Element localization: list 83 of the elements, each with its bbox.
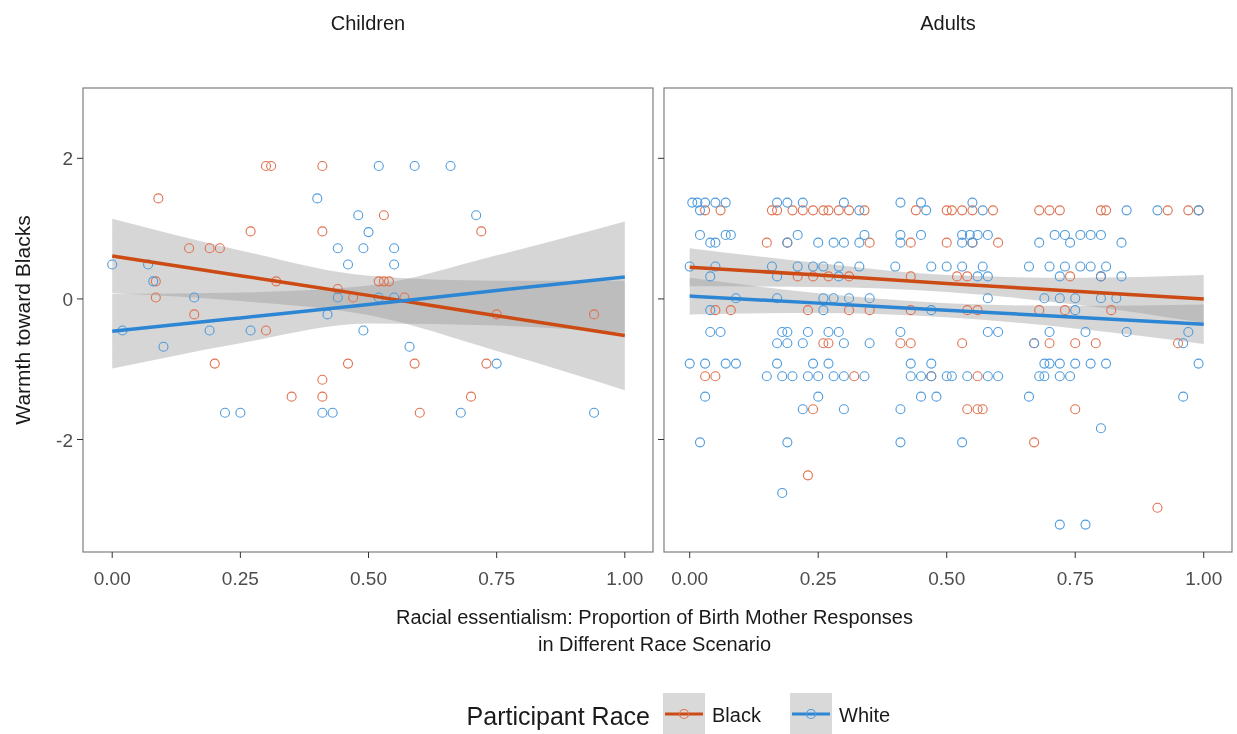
- point: [353, 210, 364, 221]
- point: [235, 407, 246, 418]
- point: [358, 243, 369, 254]
- point: [445, 160, 456, 172]
- point: [389, 259, 400, 270]
- x-tick-label: 0.00: [93, 568, 131, 589]
- point: [245, 226, 256, 237]
- point: [589, 407, 600, 418]
- point: [414, 407, 425, 418]
- point: [209, 358, 220, 369]
- point: [153, 193, 164, 204]
- point: [184, 243, 195, 254]
- x-axis-title: Racial essentialism: Proportion of Birth Mother Responses in Different Race Scenario: [396, 606, 913, 655]
- point: [317, 374, 328, 385]
- point: [342, 259, 354, 270]
- point: [317, 407, 328, 418]
- point: [373, 292, 384, 303]
- point: [383, 276, 395, 287]
- x-tick-label: 0.50: [928, 568, 966, 589]
- point: [189, 309, 200, 320]
- legend-label: Black: [712, 704, 762, 726]
- point: [214, 243, 225, 254]
- x-tick-label: 0.00: [671, 568, 709, 589]
- point: [322, 309, 333, 320]
- legend-label: White: [839, 704, 891, 726]
- point: [286, 391, 297, 402]
- x-tick-label: 0.50: [350, 568, 387, 589]
- y-tick-label: 2: [62, 148, 73, 170]
- point: [491, 309, 502, 320]
- point: [409, 358, 420, 369]
- point: [317, 226, 328, 237]
- x-tick-label: 1.00: [1185, 568, 1223, 589]
- point: [455, 407, 466, 418]
- point: [107, 259, 118, 270]
- point: [373, 276, 384, 287]
- point: [471, 210, 482, 221]
- point: [378, 210, 389, 221]
- point: [389, 243, 400, 254]
- point: [150, 292, 161, 303]
- point: [491, 358, 502, 369]
- point: [312, 193, 323, 204]
- line-series: [110, 275, 627, 333]
- point: [245, 325, 256, 336]
- point: [332, 243, 343, 254]
- point: [219, 407, 231, 418]
- x-tick-label: 0.25: [799, 568, 837, 589]
- point: [476, 226, 487, 237]
- point: [409, 160, 420, 172]
- point: [373, 160, 384, 172]
- point: [342, 358, 354, 369]
- point: [363, 227, 374, 238]
- point: [332, 292, 343, 303]
- point: [327, 407, 338, 418]
- x-tick-label: 1.00: [606, 568, 644, 589]
- point: [332, 284, 343, 295]
- point: [465, 391, 477, 402]
- point: [204, 243, 215, 254]
- chart-title: Children: [330, 12, 406, 34]
- point: [404, 341, 415, 352]
- point: [481, 358, 492, 369]
- point: [117, 325, 128, 336]
- point: [260, 160, 272, 172]
- point: [204, 325, 215, 336]
- legend-title: Participant Race: [466, 702, 650, 730]
- x-tick-label: 0.75: [1056, 568, 1094, 589]
- point: [271, 276, 282, 287]
- point: [589, 309, 600, 320]
- point: [260, 325, 272, 336]
- point: [158, 341, 169, 352]
- point: [266, 160, 277, 172]
- x-tick-label: 0.75: [478, 568, 516, 589]
- chart-title: Adults: [920, 12, 976, 34]
- point: [378, 276, 389, 287]
- y-axis-title: Warmth toward Blacks: [11, 215, 34, 425]
- point: [358, 325, 369, 336]
- point: [317, 391, 328, 402]
- point: [189, 292, 200, 303]
- x-tick-label: 0.25: [221, 568, 259, 589]
- line-series: [110, 254, 627, 338]
- y-tick-label: -2: [56, 429, 73, 451]
- y-tick-label: 0: [62, 288, 73, 310]
- point: [317, 160, 328, 172]
- point: [143, 259, 154, 270]
